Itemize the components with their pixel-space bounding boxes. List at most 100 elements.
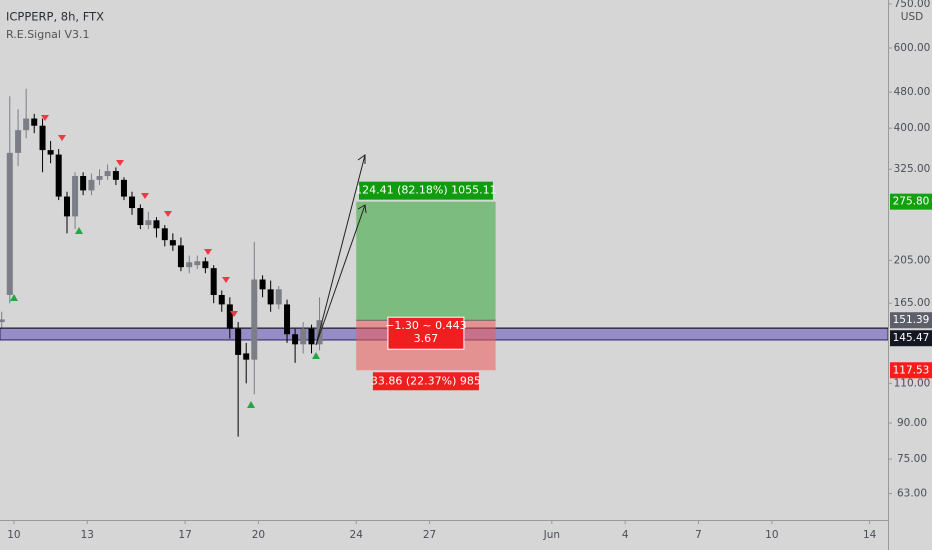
y-tick-label: 165.00 bbox=[894, 297, 931, 309]
ratio-label-box bbox=[387, 316, 465, 350]
candle-body bbox=[63, 196, 70, 217]
sell-signal bbox=[141, 193, 149, 199]
sell-signal bbox=[222, 277, 230, 283]
candle-body bbox=[137, 208, 144, 226]
buy-signal bbox=[312, 352, 320, 359]
position-layer: 124.41 (82.18%) 1055.11 −1.30 ~ 0.4433.67… bbox=[355, 181, 497, 391]
candle-body bbox=[186, 262, 193, 268]
candle-body bbox=[243, 353, 250, 360]
candle-body bbox=[308, 328, 315, 345]
arrows bbox=[315, 154, 367, 346]
candle-body bbox=[275, 289, 282, 305]
x-tick-label: Jun bbox=[543, 529, 560, 541]
candle-body bbox=[235, 328, 242, 355]
axis-layer: 750.00 600.00 480.00 400.00 325.00 205.00 165.… bbox=[7, 0, 932, 541]
ratio-sub-label: 3.67 bbox=[414, 332, 439, 345]
signals bbox=[10, 115, 320, 408]
price-tag bbox=[890, 312, 932, 329]
sell-signal bbox=[204, 249, 212, 255]
buy-signal bbox=[247, 401, 255, 408]
target-label-box bbox=[358, 181, 493, 200]
y-tick-label: 63.00 bbox=[897, 488, 927, 500]
candle-body bbox=[202, 261, 209, 269]
candle-body bbox=[218, 294, 225, 305]
axis-unit: USD bbox=[901, 11, 923, 23]
candle-body bbox=[129, 196, 136, 209]
arrow bbox=[315, 154, 366, 346]
arrow-head bbox=[357, 204, 367, 214]
candle-body bbox=[292, 334, 299, 345]
candle-body bbox=[177, 245, 184, 268]
sell-signal bbox=[116, 160, 124, 166]
candle-body bbox=[15, 130, 22, 153]
candle-body bbox=[169, 240, 176, 246]
candle-body bbox=[267, 289, 274, 305]
y-tick-label: 205.00 bbox=[894, 254, 931, 266]
candle-body bbox=[153, 220, 160, 229]
x-tick-label: 20 bbox=[252, 529, 265, 541]
arrow-head bbox=[357, 154, 366, 164]
x-tick-label: 4 bbox=[622, 529, 629, 541]
candle-body bbox=[72, 176, 79, 217]
y-tick-label: 325.00 bbox=[894, 163, 931, 175]
candle-body bbox=[226, 304, 233, 329]
candle-body bbox=[39, 125, 46, 151]
x-tick-label: 10 bbox=[765, 529, 778, 541]
candle-body bbox=[284, 304, 291, 335]
price-tag bbox=[890, 193, 932, 210]
buy-signal bbox=[75, 227, 83, 234]
y-tick-label: 750.00 bbox=[894, 0, 931, 10]
candle-body bbox=[161, 228, 168, 241]
y-tick-label: 110.00 bbox=[894, 377, 931, 389]
candle-body bbox=[6, 152, 13, 295]
y-tick-label: 400.00 bbox=[894, 122, 931, 134]
price-tag bbox=[890, 330, 932, 347]
candle-body bbox=[300, 328, 307, 345]
price-tag-label: 275.80 bbox=[893, 196, 930, 208]
x-tick-label: 13 bbox=[81, 529, 94, 541]
target-label: 124.41 (82.18%) 1055.11 bbox=[355, 184, 497, 197]
candle-body bbox=[88, 179, 95, 191]
arrow bbox=[315, 204, 366, 346]
buy-signal bbox=[10, 294, 18, 301]
sell-signal bbox=[58, 135, 66, 141]
candle-body bbox=[259, 279, 266, 290]
price-axis bbox=[888, 0, 932, 550]
stop-label: 33.86 (22.37%) 985 bbox=[371, 374, 481, 387]
candle-body bbox=[47, 150, 54, 155]
x-tick-label: 24 bbox=[350, 529, 364, 541]
price-tag-label: 151.39 bbox=[893, 314, 930, 326]
y-tick-label: 480.00 bbox=[894, 86, 931, 98]
candle-body bbox=[55, 154, 62, 197]
sell-signal bbox=[41, 115, 49, 121]
chart-title: ICPPERP, 8h, FTX bbox=[6, 10, 104, 24]
candle-body bbox=[23, 118, 30, 131]
candle-body bbox=[0, 319, 5, 323]
candle-body bbox=[120, 179, 127, 197]
candle-body bbox=[210, 268, 217, 295]
candle-body bbox=[80, 176, 87, 191]
price-tag bbox=[890, 362, 932, 379]
target-zone bbox=[356, 201, 496, 321]
price-tag-label: 117.53 bbox=[893, 364, 930, 376]
sell-signal bbox=[164, 211, 172, 217]
candle-body bbox=[251, 279, 258, 360]
candle-body bbox=[194, 261, 201, 266]
y-tick-label: 75.00 bbox=[897, 453, 927, 465]
candle-body bbox=[104, 171, 111, 177]
stop-label-box bbox=[372, 372, 479, 391]
price-tag-label: 145.47 bbox=[893, 332, 930, 344]
candle-body bbox=[96, 176, 103, 180]
candle-body bbox=[112, 171, 119, 180]
x-tick-label: 10 bbox=[7, 529, 20, 541]
x-tick-label: 7 bbox=[695, 529, 702, 541]
candle-body bbox=[31, 118, 38, 126]
ratio-label: −1.30 ~ 0.443 bbox=[385, 319, 466, 332]
y-tick-label: 600.00 bbox=[894, 42, 931, 54]
x-tick-label: 17 bbox=[178, 529, 191, 541]
y-tick-label: 90.00 bbox=[897, 417, 927, 429]
sell-signal bbox=[230, 311, 238, 317]
x-tick-label: 27 bbox=[423, 529, 436, 541]
